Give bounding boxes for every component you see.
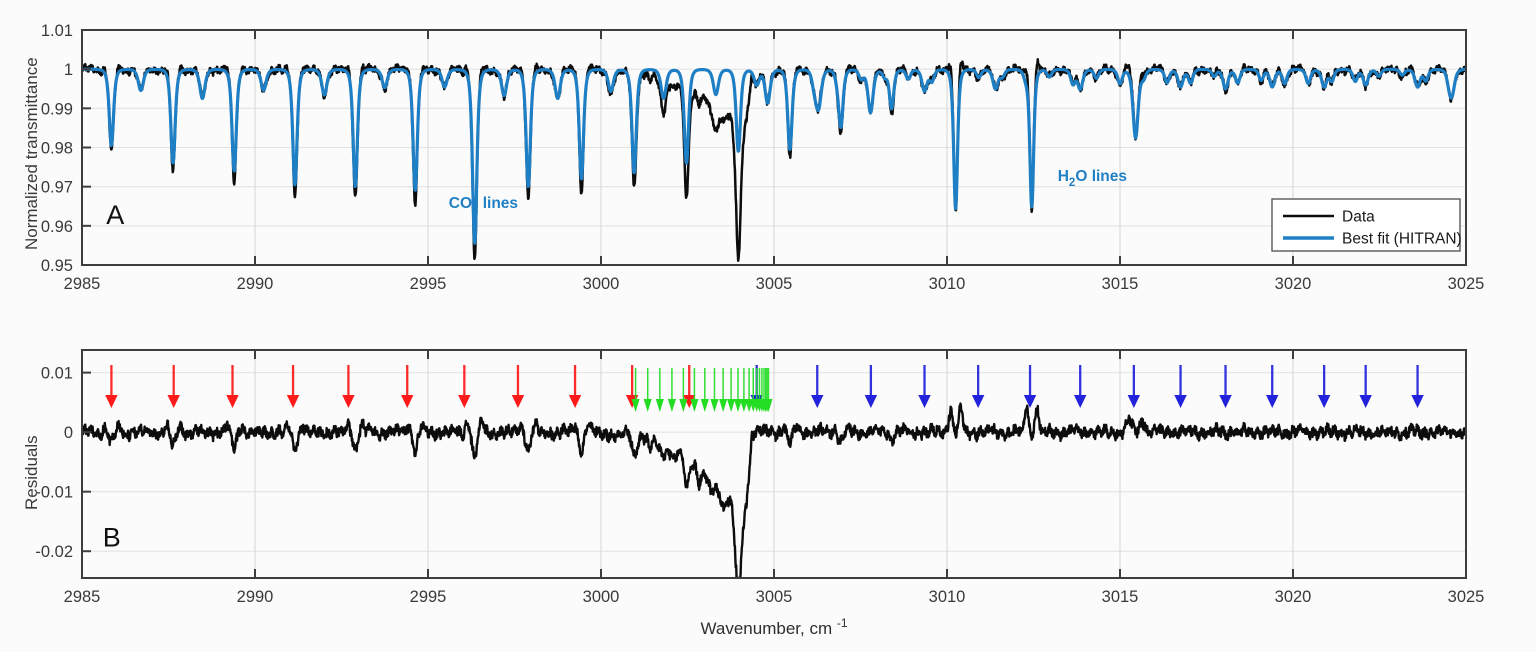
panel-b-ytick-label: -0.02 xyxy=(35,543,73,561)
co2-hotband-markers-arrow xyxy=(667,368,676,412)
h2o-line-markers-arrow xyxy=(1411,365,1424,408)
panel-b-xtick-label: 3000 xyxy=(583,588,620,606)
h2o-line-markers-arrow xyxy=(1266,365,1279,408)
panel-a-ytick-label: 0.98 xyxy=(41,140,73,158)
panel-a-ytick-label: 0.99 xyxy=(41,100,73,118)
h2o-line-markers-arrow xyxy=(1023,365,1037,408)
co2-line-markers-arrow xyxy=(401,365,414,408)
co2-hotband-markers-arrow xyxy=(739,368,748,412)
h2o-line-markers-arrow xyxy=(1359,365,1372,408)
panel-b-letter: B xyxy=(103,522,121,552)
panel-a-xtick-label: 2985 xyxy=(64,275,101,293)
legend-label: Best fit (HITRAN) xyxy=(1342,231,1462,248)
co2-line-markers-arrow xyxy=(226,365,239,408)
x-axis-label: Wavenumber, cm -1 xyxy=(700,616,847,638)
panel-a: 0.95 0.96 0.97 0.98 0.99 1 1.01 2985 2990 2995 300… xyxy=(41,22,1484,293)
panel-a-ytick-label: 0.96 xyxy=(41,218,73,236)
h2o-line-markers-arrow xyxy=(971,365,985,408)
co2-hotband-markers-arrow xyxy=(764,368,773,412)
h2o-line-markers-arrow xyxy=(864,365,878,408)
h2o-line-markers-arrow xyxy=(1074,365,1087,408)
panel-b-xtick-label: 2985 xyxy=(64,588,101,606)
panel-a-ytick-label: 1 xyxy=(64,61,73,79)
co2-hotband-markers-arrow xyxy=(719,368,728,412)
co2-line-markers-arrow xyxy=(511,365,525,408)
co2-line-markers-arrow xyxy=(568,365,582,408)
h2o-line-markers-arrow xyxy=(918,365,931,408)
co2-line-markers-arrow xyxy=(683,365,696,408)
co2-line-markers-arrow xyxy=(286,365,300,408)
co2-hotband-markers-arrow xyxy=(631,368,640,412)
panel-a-ytick-label: 0.95 xyxy=(41,257,73,275)
residual-trace xyxy=(82,402,1466,578)
panel-a-xtick-label: 3000 xyxy=(583,275,620,293)
h2o-lines-label: H2O lines xyxy=(1058,168,1127,189)
panel-b-xtick-label: 2990 xyxy=(237,588,274,606)
panel-a-xtick-label: 3015 xyxy=(1102,275,1139,293)
panel-a-xtick-label: 2990 xyxy=(237,275,274,293)
panel-a-xtick-label: 3025 xyxy=(1448,275,1485,293)
panel-b-xtick-label: 3005 xyxy=(756,588,793,606)
panel-a-xtick-label: 3020 xyxy=(1275,275,1312,293)
h2o-line-markers-arrow xyxy=(1219,365,1232,408)
co2-line-markers-arrow xyxy=(458,365,471,408)
panel-a-xtick-label: 3010 xyxy=(929,275,966,293)
panel-b-xtick-label: 3025 xyxy=(1448,588,1485,606)
panel-b-ytick-label: 0.01 xyxy=(41,365,73,383)
co2-lines-label: CO2 lines xyxy=(449,195,518,216)
co2-line-markers-arrow xyxy=(105,365,118,408)
panel-b-ytick-label: 0 xyxy=(64,424,73,442)
panel-b-ytick-label: -0.01 xyxy=(35,484,73,502)
panel-a-xtick-label: 3005 xyxy=(756,275,793,293)
legend-box xyxy=(1271,198,1461,252)
panel-b-xtick-label: 3010 xyxy=(929,588,966,606)
co2-hotband-markers-arrow xyxy=(710,368,719,412)
h2o-line-markers-arrow xyxy=(1174,365,1187,408)
panel-b-traces xyxy=(82,402,1466,578)
co2-hotband-markers-arrow xyxy=(643,368,652,412)
co2-hotband-markers-arrow xyxy=(733,368,743,412)
co2-hotband-markers-arrow xyxy=(679,368,688,412)
co2-hotband-markers-arrow xyxy=(727,368,736,412)
panel-b: -0.02 -0.01 0 0.01 2985 2990 2995 3000 3005 3010 3… xyxy=(35,349,1485,638)
co2-line-markers-arrow xyxy=(342,365,355,408)
panel-a-letter: A xyxy=(106,200,124,230)
best-fit-trace xyxy=(82,67,1466,245)
co2-line-markers-arrow xyxy=(167,365,180,408)
h2o-line-markers-arrow xyxy=(1317,365,1331,408)
h2o-line-markers-arrow xyxy=(1127,365,1141,408)
h2o-line-markers-arrow xyxy=(811,365,824,408)
legend-label: Data xyxy=(1342,209,1375,226)
panel-b-xtick-label: 3020 xyxy=(1275,588,1312,606)
panel-a-xtick-label: 2995 xyxy=(410,275,447,293)
co2-hotband-markers-arrow xyxy=(655,368,664,412)
panel-a-ytick-label: 1.01 xyxy=(41,22,73,40)
panel-a-ytick-label: 0.97 xyxy=(41,179,73,197)
panel-b-xtick-label: 3015 xyxy=(1102,588,1139,606)
panel-a-traces xyxy=(82,57,1466,262)
co2-hotband-markers-arrow xyxy=(700,368,709,412)
panel-b-xtick-label: 2995 xyxy=(410,588,447,606)
co2-hotband-markers-arrow xyxy=(690,368,699,412)
